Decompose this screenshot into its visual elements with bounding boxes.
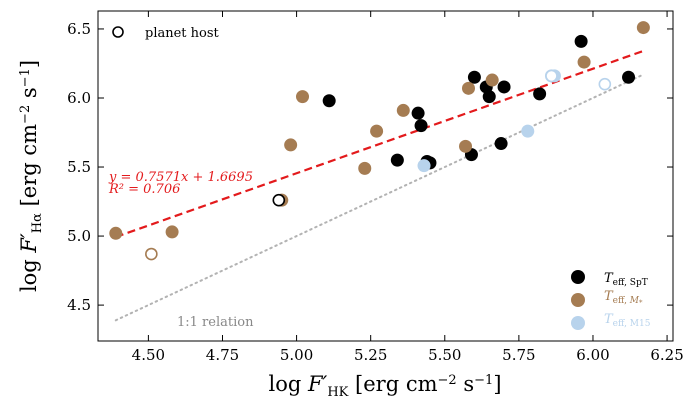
data-point-series-1 xyxy=(109,226,123,240)
data-point-series-1 xyxy=(577,55,591,69)
data-point-series-0 xyxy=(411,106,425,120)
legend-planet-host-label: planet host xyxy=(145,26,220,41)
y-tick-label: 6.5 xyxy=(67,20,91,38)
one-to-one-relation-line xyxy=(114,73,645,322)
data-point-series-1 xyxy=(370,124,384,138)
linear-fit-line xyxy=(115,49,644,239)
legend-planet-host-marker xyxy=(112,26,124,38)
plot-frame xyxy=(97,10,674,342)
legend-marker-m15 xyxy=(571,316,585,330)
legend-item-spt: Teff, SpT xyxy=(571,270,648,288)
x-tick-label: 5.75 xyxy=(502,346,535,364)
data-point-series-1 xyxy=(485,73,499,87)
legend-item-m: Teff, M* xyxy=(571,289,643,307)
x-tick-label: 6.00 xyxy=(576,346,609,364)
data-point-series-1 xyxy=(636,21,650,35)
x-tick-label: 4.50 xyxy=(132,346,165,364)
x-axis-label: log F′HK [erg cm−2 s−1] xyxy=(268,372,501,398)
data-point-series-1 xyxy=(461,81,475,95)
data-point-series-0 xyxy=(497,80,511,94)
fit-equation-label: y = 0.7571x + 1.6695 xyxy=(108,170,253,185)
data-point-series-1 xyxy=(165,225,179,239)
data-point-series-2 xyxy=(417,159,431,173)
data-point-series-0 xyxy=(574,34,588,48)
tick-layer: 4.50 4.75 5.00 5.25 5.50 5.75 6.00 6.25 4.5 5.0 5.… xyxy=(67,11,684,364)
y-axis-label: log F′Hα [erg cm−2 s−1] xyxy=(17,60,45,292)
x-tick-label: 5.00 xyxy=(280,346,313,364)
legend-label-m15: Teff, M15 xyxy=(604,312,651,329)
planet-host-point xyxy=(145,247,158,261)
legend-label-m: Teff, M* xyxy=(604,289,643,307)
planet-host-point xyxy=(272,193,286,207)
legend: Teff, SpT Teff, M* Teff, M15 xyxy=(571,270,651,330)
planet-host-point xyxy=(598,77,612,91)
y-tick-label: 5.0 xyxy=(67,227,91,245)
legend-label-spt: Teff, SpT xyxy=(604,271,648,288)
data-point-series-0 xyxy=(390,153,404,167)
data-point-series-1 xyxy=(396,103,410,117)
x-tick-label: 5.50 xyxy=(428,346,461,364)
legend-marker-spt xyxy=(571,270,585,284)
data-point-series-0 xyxy=(414,119,428,133)
fit-r2-label: R² = 0.706 xyxy=(108,182,180,197)
planet-host-point xyxy=(545,69,558,83)
data-point-series-1 xyxy=(284,138,298,152)
y-tick-label: 4.5 xyxy=(67,296,91,314)
legend-item-m15: Teff, M15 xyxy=(571,312,651,330)
data-point-series-0 xyxy=(622,70,636,84)
y-tick-label: 6.0 xyxy=(67,89,91,107)
reference-lines xyxy=(114,49,645,322)
data-point-series-1 xyxy=(296,90,310,104)
data-points xyxy=(109,21,650,240)
data-point-series-0 xyxy=(322,94,336,108)
x-tick-label: 6.25 xyxy=(650,346,683,364)
legend-marker-m xyxy=(571,293,585,307)
data-point-series-0 xyxy=(533,87,547,101)
data-point-series-0 xyxy=(494,137,508,151)
data-point-series-1 xyxy=(358,161,372,175)
y-tick-label: 5.5 xyxy=(67,158,91,176)
data-point-series-0 xyxy=(467,70,481,84)
data-point-series-0 xyxy=(482,90,496,104)
data-point-series-2 xyxy=(521,124,535,138)
x-tick-label: 5.25 xyxy=(354,346,387,364)
data-point-series-1 xyxy=(459,139,473,153)
x-tick-label: 4.75 xyxy=(206,346,239,364)
one-to-one-relation-label: 1:1 relation xyxy=(177,315,254,330)
planet-host-markers xyxy=(145,69,612,261)
legend-planet-host: planet host xyxy=(112,26,220,41)
